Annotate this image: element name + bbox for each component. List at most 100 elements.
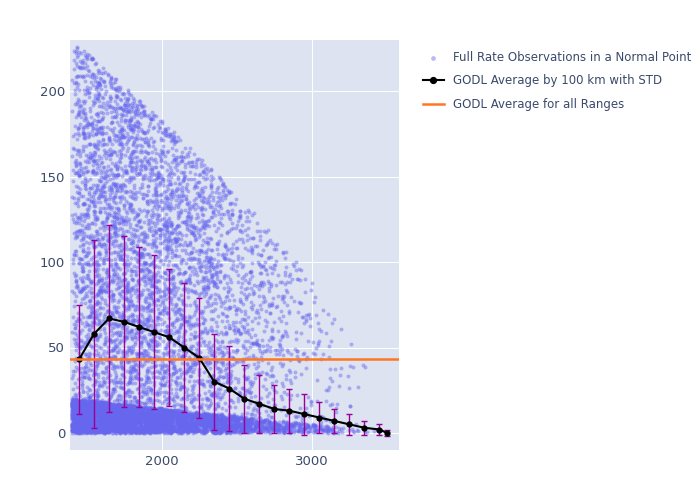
Full Rate Observations in a Normal Point: [275, 343, 286, 351]
Full Rate Observations in a Normal Point: [98, 377, 109, 385]
Full Rate Observations in a Normal Point: [243, 428, 254, 436]
Full Rate Observations in a Normal Point: [116, 418, 127, 426]
Full Rate Observations in a Normal Point: [193, 414, 204, 422]
Full Rate Observations in a Normal Point: [92, 424, 104, 432]
Full Rate Observations in a Normal Point: [168, 426, 179, 434]
Full Rate Observations in a Normal Point: [139, 347, 150, 355]
Full Rate Observations in a Normal Point: [301, 422, 312, 430]
Full Rate Observations in a Normal Point: [198, 257, 209, 265]
Full Rate Observations in a Normal Point: [74, 425, 85, 433]
Full Rate Observations in a Normal Point: [179, 352, 190, 360]
Full Rate Observations in a Normal Point: [134, 316, 145, 324]
Full Rate Observations in a Normal Point: [107, 416, 118, 424]
Full Rate Observations in a Normal Point: [162, 198, 173, 206]
Full Rate Observations in a Normal Point: [112, 362, 123, 370]
Full Rate Observations in a Normal Point: [111, 426, 122, 434]
Full Rate Observations in a Normal Point: [107, 294, 118, 302]
Full Rate Observations in a Normal Point: [76, 410, 87, 418]
Full Rate Observations in a Normal Point: [96, 344, 107, 352]
Full Rate Observations in a Normal Point: [84, 392, 95, 400]
Full Rate Observations in a Normal Point: [176, 422, 187, 430]
Full Rate Observations in a Normal Point: [74, 57, 85, 65]
Full Rate Observations in a Normal Point: [137, 424, 148, 432]
Full Rate Observations in a Normal Point: [80, 402, 91, 410]
Full Rate Observations in a Normal Point: [193, 256, 204, 264]
Full Rate Observations in a Normal Point: [275, 307, 286, 315]
Full Rate Observations in a Normal Point: [111, 150, 122, 158]
Full Rate Observations in a Normal Point: [158, 412, 169, 420]
Full Rate Observations in a Normal Point: [287, 274, 298, 282]
Full Rate Observations in a Normal Point: [78, 274, 89, 281]
Full Rate Observations in a Normal Point: [186, 426, 197, 434]
Full Rate Observations in a Normal Point: [141, 396, 153, 404]
Full Rate Observations in a Normal Point: [74, 421, 85, 429]
Full Rate Observations in a Normal Point: [124, 117, 135, 125]
Full Rate Observations in a Normal Point: [174, 310, 186, 318]
Full Rate Observations in a Normal Point: [96, 280, 107, 288]
Full Rate Observations in a Normal Point: [112, 402, 123, 410]
Full Rate Observations in a Normal Point: [81, 54, 92, 62]
Full Rate Observations in a Normal Point: [85, 130, 96, 138]
Full Rate Observations in a Normal Point: [100, 332, 111, 340]
Full Rate Observations in a Normal Point: [142, 220, 153, 228]
Full Rate Observations in a Normal Point: [111, 400, 122, 408]
Full Rate Observations in a Normal Point: [106, 184, 117, 192]
Full Rate Observations in a Normal Point: [222, 416, 233, 424]
Full Rate Observations in a Normal Point: [119, 324, 130, 332]
Full Rate Observations in a Normal Point: [162, 284, 174, 292]
Full Rate Observations in a Normal Point: [175, 427, 186, 435]
Full Rate Observations in a Normal Point: [164, 380, 175, 388]
Full Rate Observations in a Normal Point: [84, 418, 95, 426]
Full Rate Observations in a Normal Point: [106, 328, 117, 336]
Full Rate Observations in a Normal Point: [213, 376, 224, 384]
Full Rate Observations in a Normal Point: [167, 427, 178, 435]
Full Rate Observations in a Normal Point: [228, 412, 239, 420]
Full Rate Observations in a Normal Point: [115, 424, 126, 432]
Full Rate Observations in a Normal Point: [174, 420, 185, 428]
Full Rate Observations in a Normal Point: [204, 364, 216, 372]
Full Rate Observations in a Normal Point: [213, 173, 224, 181]
Full Rate Observations in a Normal Point: [253, 344, 265, 352]
Full Rate Observations in a Normal Point: [218, 210, 230, 218]
Full Rate Observations in a Normal Point: [126, 347, 137, 355]
Full Rate Observations in a Normal Point: [224, 429, 235, 437]
Full Rate Observations in a Normal Point: [104, 428, 115, 436]
Full Rate Observations in a Normal Point: [134, 422, 146, 430]
Full Rate Observations in a Normal Point: [140, 418, 151, 426]
Full Rate Observations in a Normal Point: [204, 422, 216, 430]
Full Rate Observations in a Normal Point: [150, 405, 161, 413]
Full Rate Observations in a Normal Point: [230, 414, 241, 422]
Full Rate Observations in a Normal Point: [165, 372, 176, 380]
Full Rate Observations in a Normal Point: [89, 420, 100, 428]
Full Rate Observations in a Normal Point: [209, 281, 220, 289]
Full Rate Observations in a Normal Point: [74, 426, 85, 434]
Full Rate Observations in a Normal Point: [87, 54, 98, 62]
Full Rate Observations in a Normal Point: [99, 179, 111, 187]
Full Rate Observations in a Normal Point: [117, 401, 128, 409]
Full Rate Observations in a Normal Point: [203, 376, 214, 384]
Full Rate Observations in a Normal Point: [110, 76, 121, 84]
Full Rate Observations in a Normal Point: [145, 216, 156, 224]
Full Rate Observations in a Normal Point: [188, 381, 199, 389]
Full Rate Observations in a Normal Point: [118, 410, 129, 418]
Full Rate Observations in a Normal Point: [218, 418, 229, 426]
Full Rate Observations in a Normal Point: [78, 73, 89, 81]
Full Rate Observations in a Normal Point: [104, 410, 116, 418]
Full Rate Observations in a Normal Point: [163, 410, 174, 418]
Full Rate Observations in a Normal Point: [221, 206, 232, 214]
Full Rate Observations in a Normal Point: [126, 113, 137, 121]
Full Rate Observations in a Normal Point: [111, 286, 122, 294]
Full Rate Observations in a Normal Point: [351, 426, 363, 434]
Full Rate Observations in a Normal Point: [98, 188, 109, 196]
Full Rate Observations in a Normal Point: [100, 428, 111, 436]
Full Rate Observations in a Normal Point: [218, 412, 230, 420]
Full Rate Observations in a Normal Point: [105, 404, 116, 411]
Full Rate Observations in a Normal Point: [81, 72, 92, 80]
Full Rate Observations in a Normal Point: [157, 176, 168, 184]
Full Rate Observations in a Normal Point: [194, 248, 205, 256]
Full Rate Observations in a Normal Point: [88, 412, 99, 420]
Full Rate Observations in a Normal Point: [202, 394, 213, 402]
Full Rate Observations in a Normal Point: [142, 420, 153, 428]
Full Rate Observations in a Normal Point: [73, 415, 84, 423]
Full Rate Observations in a Normal Point: [209, 419, 220, 427]
